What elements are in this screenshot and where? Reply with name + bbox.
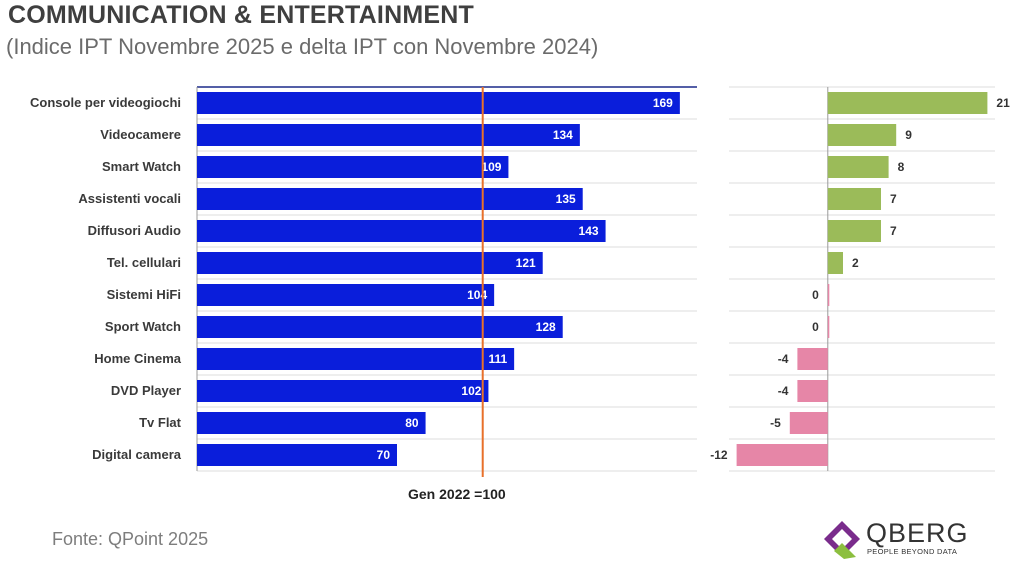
index-value-label: 135 xyxy=(556,192,576,206)
delta-bar xyxy=(797,348,828,370)
delta-value-label: -12 xyxy=(710,448,728,462)
index-value-label: 128 xyxy=(536,320,556,334)
delta-bar xyxy=(827,284,830,306)
delta-bar xyxy=(827,188,881,210)
delta-bar xyxy=(736,444,828,466)
index-value-label: 102 xyxy=(461,384,481,398)
index-value-label: 121 xyxy=(516,256,536,270)
category-label: Sistemi HiFi xyxy=(107,287,181,302)
delta-bar xyxy=(827,252,843,274)
delta-bar xyxy=(827,220,881,242)
delta-value-label: 0 xyxy=(812,320,819,334)
category-label: Videocamere xyxy=(100,127,181,142)
index-bar xyxy=(197,252,543,274)
category-label: Tel. cellulari xyxy=(107,255,181,270)
logo-tagline: PEOPLE BEYOND DATA xyxy=(867,547,958,556)
index-bar xyxy=(197,156,509,178)
delta-value-label: 7 xyxy=(890,192,897,206)
index-bar xyxy=(197,348,515,370)
chart-title: COMMUNICATION & ENTERTAINMENT xyxy=(8,1,474,29)
index-value-label: 80 xyxy=(405,416,419,430)
category-label: Console per videogiochi xyxy=(30,95,181,110)
index-bar xyxy=(197,316,563,338)
reference-note: Gen 2022 =100 xyxy=(408,486,506,502)
delta-value-label: 2 xyxy=(852,256,859,270)
index-bar xyxy=(197,380,489,402)
delta-bar xyxy=(827,124,897,146)
index-bar xyxy=(197,412,426,434)
delta-bar xyxy=(797,380,828,402)
category-label: Home Cinema xyxy=(94,351,181,366)
index-value-label: 104 xyxy=(467,288,487,302)
source-note: Fonte: QPoint 2025 xyxy=(52,529,209,549)
chart-subtitle: (Indice IPT Novembre 2025 e delta IPT co… xyxy=(6,34,599,59)
category-label: Diffusori Audio xyxy=(88,223,181,238)
category-label: Digital camera xyxy=(92,447,182,462)
qberg-logo-icon xyxy=(824,521,860,559)
delta-value-label: 7 xyxy=(890,224,897,238)
category-label: Tv Flat xyxy=(139,415,182,430)
delta-value-label: -4 xyxy=(778,352,789,366)
index-bar xyxy=(197,124,580,146)
index-value-label: 143 xyxy=(579,224,599,238)
index-value-label: 109 xyxy=(481,160,501,174)
index-bar xyxy=(197,92,680,114)
category-label: Assistenti vocali xyxy=(78,191,181,206)
index-value-label: 134 xyxy=(553,128,573,142)
category-label: Smart Watch xyxy=(102,159,181,174)
logo-name: QBERG xyxy=(866,518,969,548)
delta-value-label: 8 xyxy=(898,160,905,174)
delta-bar xyxy=(827,92,988,114)
delta-value-label: -4 xyxy=(778,384,789,398)
delta-bar xyxy=(827,316,830,338)
qberg-logo: QBERG PEOPLE BEYOND DATA xyxy=(822,518,968,559)
index-value-label: 169 xyxy=(653,96,673,110)
delta-bar xyxy=(789,412,828,434)
category-label: DVD Player xyxy=(111,383,181,398)
category-label: Sport Watch xyxy=(105,319,181,334)
chart-canvas: Console per videogiochi 169 21 Videocamere 1… xyxy=(30,86,1010,477)
delta-value-label: -5 xyxy=(770,416,781,430)
delta-value-label: 21 xyxy=(996,96,1010,110)
index-bar xyxy=(197,444,397,466)
index-bar xyxy=(197,284,495,306)
index-value-label: 111 xyxy=(488,352,507,366)
delta-value-label: 0 xyxy=(812,288,819,302)
delta-value-label: 9 xyxy=(905,128,912,142)
index-value-label: 70 xyxy=(377,448,391,462)
delta-bar xyxy=(827,156,889,178)
index-bar xyxy=(197,220,606,242)
index-bar xyxy=(197,188,583,210)
